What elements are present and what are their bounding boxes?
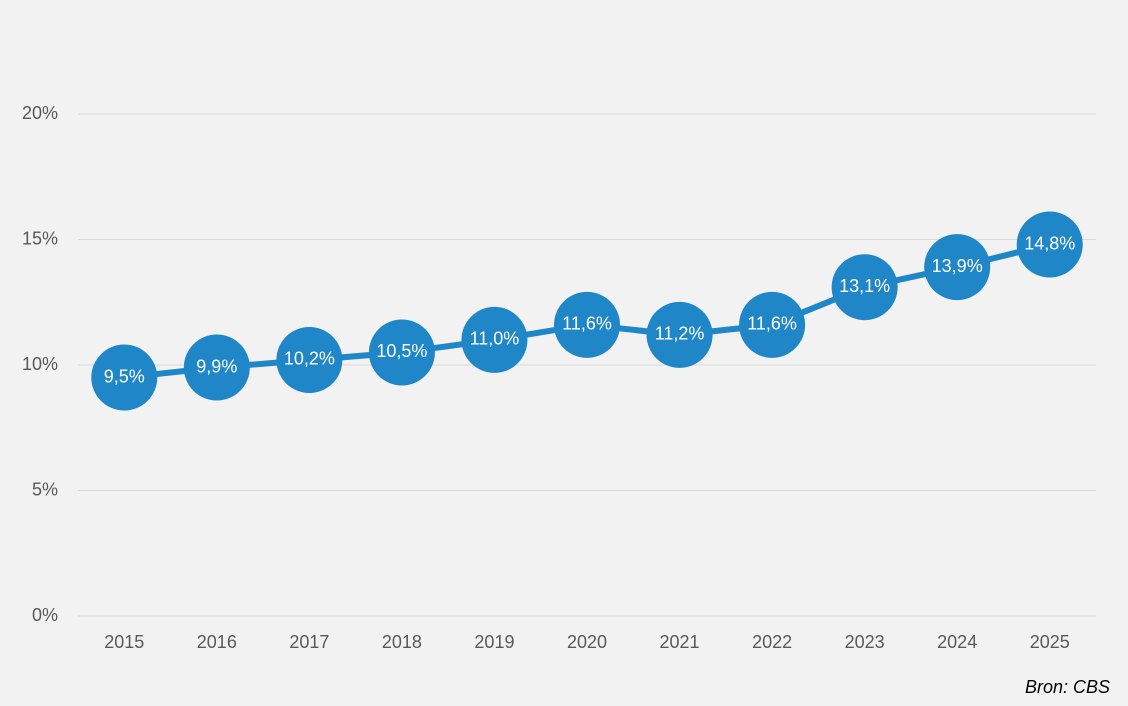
x-tick-label: 2016 (197, 632, 237, 652)
data-label: 14,8% (1024, 233, 1075, 253)
point (276, 326, 343, 393)
y-tick-label: 0% (32, 605, 58, 625)
x-tick-label: 2021 (660, 632, 700, 652)
point (554, 291, 620, 358)
x-tick-label: 2020 (567, 632, 607, 652)
x-tick-label: 2024 (937, 632, 977, 652)
data-label: 11,0% (470, 329, 520, 349)
point (91, 344, 158, 411)
data-label: 10,2% (284, 349, 335, 369)
x-tick-label: 2019 (474, 632, 514, 652)
data-label: 13,9% (932, 256, 983, 276)
source-note: Bron: CBS (1025, 677, 1110, 697)
point (831, 254, 898, 321)
data-label: 9,9% (196, 356, 237, 376)
point (739, 291, 806, 358)
data-label: 9,5% (104, 366, 145, 386)
x-tick-label: 2018 (382, 632, 422, 652)
point (368, 319, 435, 386)
data-label: 11,6% (747, 314, 797, 334)
x-tick-label: 2025 (1030, 632, 1070, 652)
y-tick-label: 20% (22, 103, 58, 123)
y-tick-label: 15% (22, 228, 58, 248)
data-label: 11,2% (655, 324, 705, 344)
x-tick-label: 2022 (752, 632, 792, 652)
point (646, 301, 713, 368)
x-tick-label: 2023 (845, 632, 885, 652)
data-label: 10,5% (376, 341, 427, 361)
point (924, 234, 991, 301)
point (461, 306, 528, 373)
point (183, 334, 250, 401)
y-tick-label: 10% (22, 354, 58, 374)
data-label: 11,6% (562, 314, 612, 334)
x-tick-label: 2017 (289, 632, 329, 652)
point (1016, 211, 1083, 278)
data-label: 13,1% (839, 276, 890, 296)
y-tick-label: 5% (32, 479, 58, 499)
x-tick-label: 2015 (104, 632, 144, 652)
